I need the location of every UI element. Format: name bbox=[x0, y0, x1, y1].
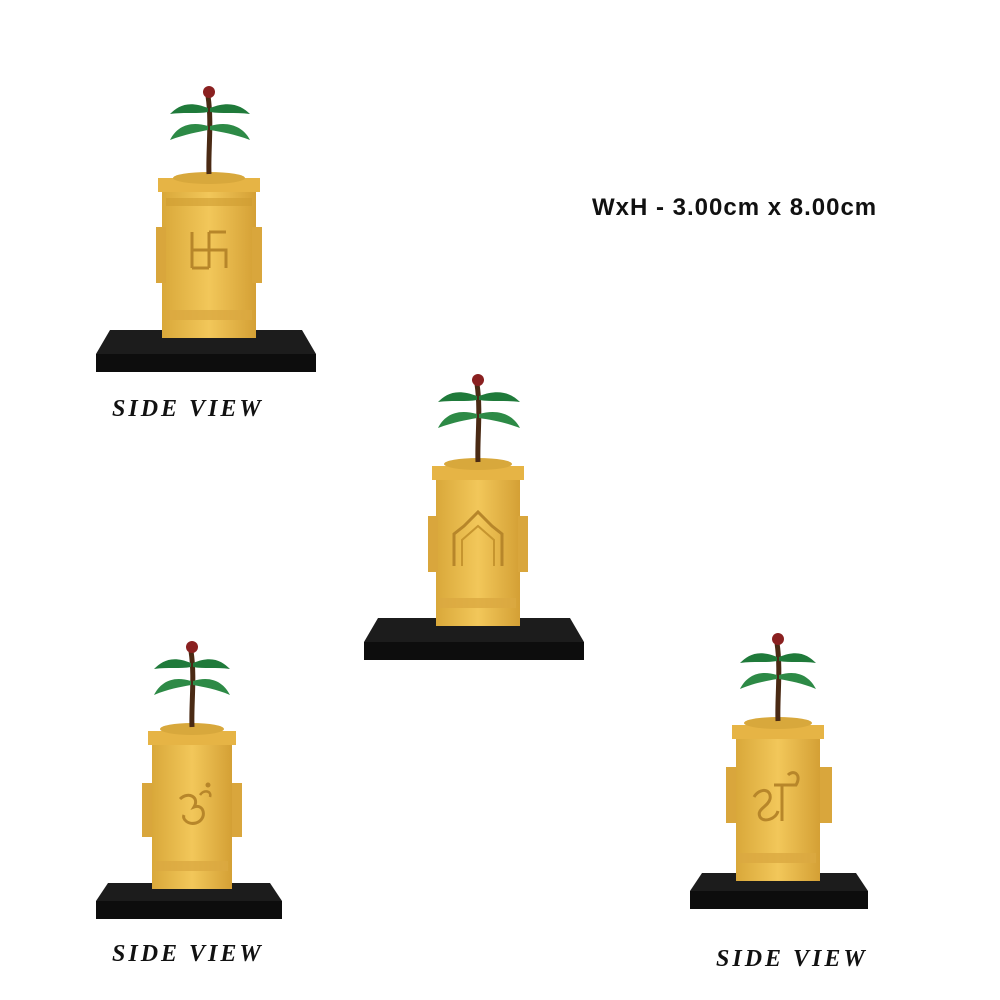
tulsi-stand-side-view-om bbox=[96, 635, 282, 920]
side-view-caption: SIDE VIEW bbox=[112, 941, 264, 967]
tulsi-stand-illustration bbox=[364, 374, 584, 660]
tulsi-stand-side-view-swastika bbox=[96, 82, 316, 374]
dimensions-label: WxH - 3.00cm x 8.00cm bbox=[592, 194, 878, 221]
tulsi-stand-side-view-shree bbox=[690, 625, 868, 913]
side-view-caption: SIDE VIEW bbox=[112, 396, 264, 422]
tulsi-stand-illustration bbox=[96, 641, 282, 919]
tulsi-stand-illustration bbox=[96, 86, 316, 372]
tulsi-stand-front-view bbox=[364, 370, 584, 662]
side-view-caption: SIDE VIEW bbox=[716, 946, 868, 972]
tulsi-stand-illustration bbox=[690, 633, 868, 909]
